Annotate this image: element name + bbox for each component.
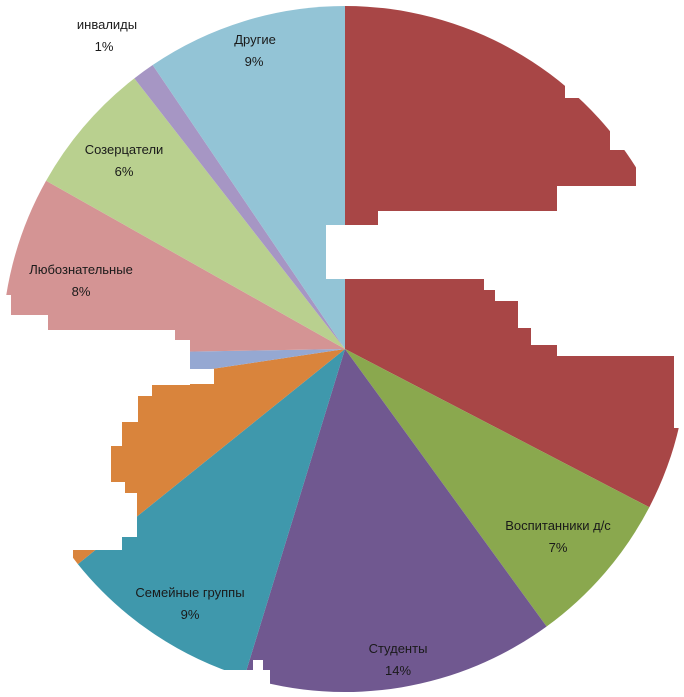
slice-pct-students: 14% [385,663,411,678]
pie-slice-6 [2,180,346,355]
pie-slice-2 [244,349,547,692]
slice-label-contemplators: Созерцатели [85,142,164,157]
slice-pct-kindergarten: 7% [549,540,568,555]
slice-pct-contemplators: 6% [115,164,134,179]
slice-pct-inv: 1% [95,39,114,54]
slice-label-other: Другие [234,32,276,47]
slice-pct-families: 9% [181,607,200,622]
pie-slice-7 [46,78,345,349]
slice-label-families: Семейные группы [135,585,244,600]
slice-labels: инвалиды 1% Другие 9% Созерцатели 6% Люб… [29,17,611,678]
pie-slice-3 [77,349,345,677]
slice-label-kindergarten: Воспитанники д/с [505,518,611,533]
pie-slice-8 [134,64,345,350]
pie-slice-9 [152,5,345,349]
slice-pct-other: 9% [245,54,264,69]
slice-label-students: Студенты [369,641,428,656]
slice-pct-curious: 8% [72,284,91,299]
slice-label-inv: инвалиды [77,17,137,32]
slice-label-curious: Любознательные [29,262,133,277]
pie-slice-1 [345,349,650,627]
